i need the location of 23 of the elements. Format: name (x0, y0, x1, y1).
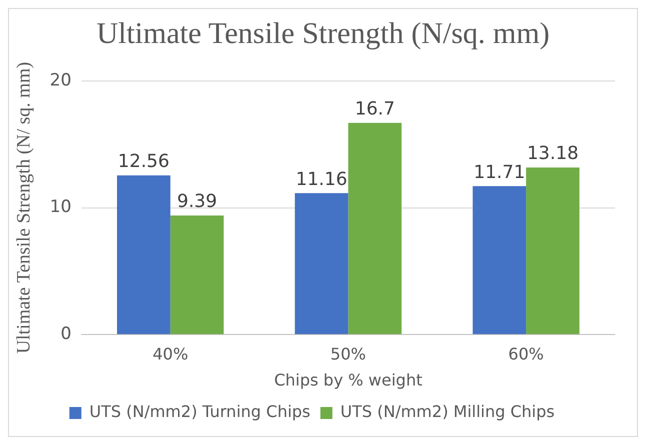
data-label: 9.39 (177, 191, 218, 212)
data-label: 13.18 (526, 143, 579, 164)
bar (348, 122, 402, 334)
x-tick-label: 50% (330, 344, 366, 364)
y-axis-title: Ultimate Tensile Strength (N/ sq. mm) (13, 62, 34, 354)
data-label: 11.71 (474, 162, 526, 183)
bar (472, 186, 526, 334)
bar (526, 167, 580, 334)
data-label: 11.16 (296, 168, 348, 190)
bar (117, 175, 170, 334)
bar (170, 216, 224, 334)
legend-label: UTS (N/mm2) Turning Chips (89, 402, 310, 422)
x-tick-label: 60% (508, 344, 544, 364)
chart-title: Ultimate Tensile Strength (N/sq. mm) (95, 16, 551, 51)
data-label: 12.56 (118, 151, 170, 172)
x-axis-title: Chips by % weight (274, 370, 422, 390)
bar (294, 193, 348, 334)
x-tick-label: 40% (152, 344, 188, 364)
y-tick-label: 0 (60, 324, 72, 344)
y-tick-label: 20 (50, 70, 72, 90)
legend-label: UTS (N/mm2) Milling Chips (340, 402, 555, 422)
y-tick-label: 10 (50, 197, 72, 218)
data-label: 16.7 (354, 98, 395, 120)
